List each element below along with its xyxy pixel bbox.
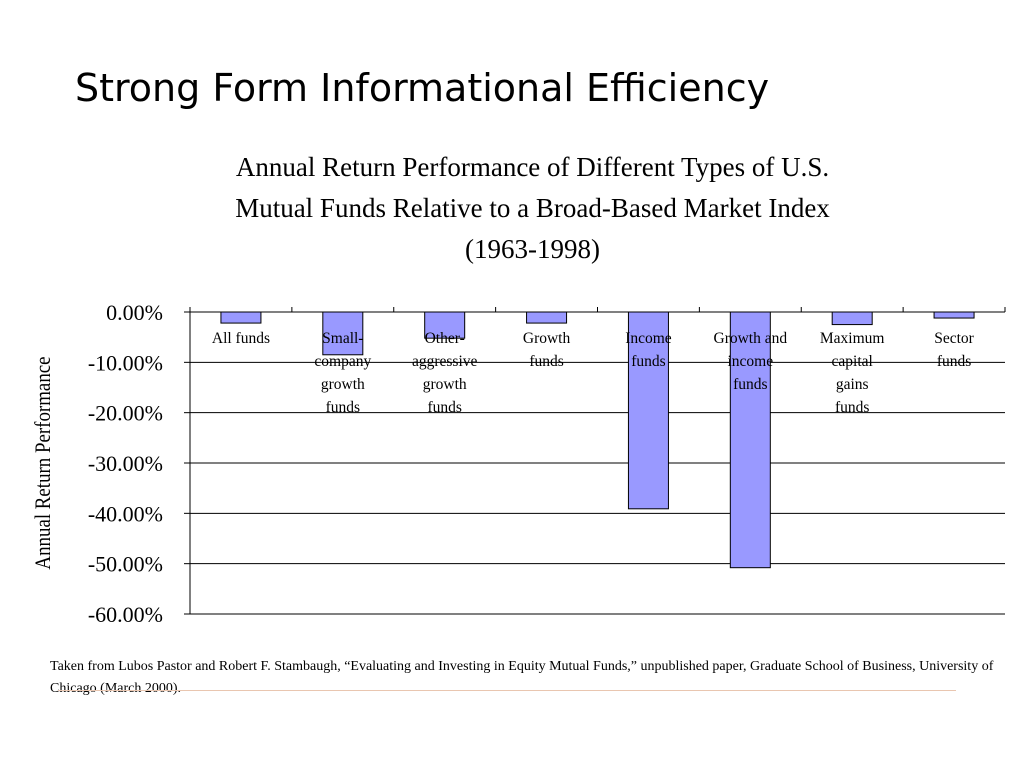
y-tick-label: -50.00% (88, 552, 163, 577)
category-label: Growth and income funds (714, 330, 788, 393)
source-footnote: Taken from Lubos Pastor and Robert F. St… (50, 659, 994, 696)
category-label: Income funds (625, 330, 672, 370)
bar (831, 311, 873, 326)
bars (220, 311, 975, 569)
category-labels: All funds Small-company growth funds Other-a… (212, 330, 975, 416)
chart-title-line-1: Annual Return Performance of Different T… (235, 152, 830, 182)
category-label: Sector funds (934, 330, 974, 370)
y-tick-label: -30.00% (88, 451, 163, 476)
y-axis-label: Annual Return Performance (32, 356, 56, 569)
bar (526, 311, 568, 324)
gridlines (190, 311, 1005, 615)
y-tick-label: -20.00% (88, 401, 163, 426)
bar (933, 311, 975, 319)
axes (184, 307, 1006, 615)
category-label: Other-aggressive growth funds (412, 330, 478, 416)
y-tick-labels: 0.00% -10.00% -20.00% -30.00% -40.00% -50.00%… (88, 300, 163, 627)
bar (220, 311, 262, 324)
y-tick-label: -60.00% (88, 602, 163, 627)
footnote-divider (58, 690, 956, 691)
chart-title-line-3: (1963-1998) (465, 234, 600, 264)
bar (424, 311, 466, 339)
y-tick-label: -10.00% (88, 350, 163, 375)
category-label: Maximum capital gains funds (820, 330, 885, 416)
y-tick-label: 0.00% (106, 300, 163, 325)
chart-title-line-2: Mutual Funds Relative to a Broad-Based M… (235, 193, 830, 223)
category-label: All funds (212, 330, 270, 347)
bar (729, 311, 771, 569)
category-label: Small-company growth funds (314, 330, 371, 416)
category-label: Growth funds (523, 330, 571, 370)
bar (627, 311, 669, 510)
chart-title: Annual Return Performance of Different T… (110, 147, 955, 270)
y-tick-label: -40.00% (88, 501, 163, 526)
slide-title: Strong Form Informational Efficiency (75, 66, 770, 110)
